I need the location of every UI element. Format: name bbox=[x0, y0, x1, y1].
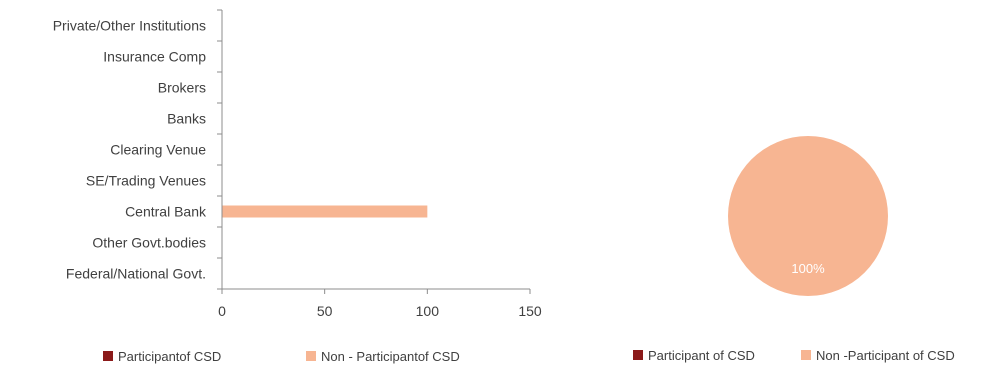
category-label: Banks bbox=[167, 111, 206, 127]
category-label: SE/Trading Venues bbox=[86, 173, 206, 189]
category-label: Central Bank bbox=[125, 204, 207, 220]
y-axis-ticks bbox=[217, 9, 222, 290]
pie-legend-label-participant: Participant of CSD bbox=[648, 348, 755, 363]
pie-slices bbox=[728, 136, 888, 296]
bar-chart: Private/Other Institutions Insurance Comp… bbox=[53, 9, 542, 364]
category-label: Brokers bbox=[158, 80, 206, 96]
bar-non-participant bbox=[222, 205, 428, 218]
category-label: Other Govt.bodies bbox=[92, 235, 206, 251]
x-axis-ticks: 0 50 100 150 bbox=[218, 289, 542, 319]
pie-legend-swatch-participant bbox=[633, 350, 643, 360]
pie-legend-swatch-non-participant bbox=[801, 350, 811, 360]
pie-labels: 100% bbox=[791, 261, 825, 276]
pie-legend-label-non-participant: Non -Participant of CSD bbox=[816, 348, 955, 363]
x-tick-label: 50 bbox=[317, 303, 333, 319]
bar-marks bbox=[222, 205, 428, 218]
pie-legend: Participant of CSD Non -Participant of C… bbox=[633, 348, 955, 363]
category-label: Clearing Venue bbox=[110, 142, 206, 158]
category-label: Insurance Comp bbox=[103, 49, 206, 65]
pie-chart: 100% Participant of CSD Non -Participant… bbox=[633, 136, 955, 363]
legend-label-participant: Participantof CSD bbox=[118, 349, 221, 364]
pie-data-label: 100% bbox=[791, 261, 825, 276]
category-label: Private/Other Institutions bbox=[53, 18, 206, 34]
bar-legend: Participantof CSD Non - Participantof CS… bbox=[103, 349, 460, 364]
category-label: Federal/National Govt. bbox=[66, 266, 206, 282]
category-labels: Private/Other Institutions Insurance Comp… bbox=[53, 18, 207, 282]
x-tick-label: 150 bbox=[518, 303, 542, 319]
legend-swatch-non-participant bbox=[306, 351, 316, 361]
pie-slice-non-participant bbox=[728, 136, 888, 296]
legend-label-non-participant: Non - Participantof CSD bbox=[321, 349, 460, 364]
x-tick-label: 0 bbox=[218, 303, 226, 319]
legend-swatch-participant bbox=[103, 351, 113, 361]
x-tick-label: 100 bbox=[416, 303, 440, 319]
